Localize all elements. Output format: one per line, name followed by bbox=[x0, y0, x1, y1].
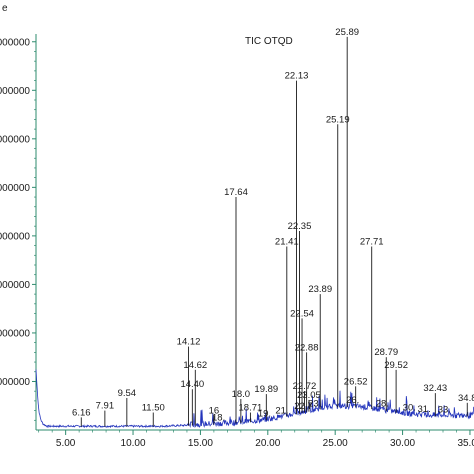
peak-label: 22.13 bbox=[285, 71, 309, 82]
y-tick-label: 10000000 bbox=[0, 328, 30, 339]
x-axis: 5.00 10.00 15.00 20.00 25.00 30.00 35.00 bbox=[36, 429, 474, 449]
peak-label: 14.12 bbox=[177, 337, 201, 348]
peak-label: 21.41 bbox=[275, 237, 299, 248]
peak-label: 19.89 bbox=[254, 384, 278, 395]
peak-labels: 6.16 7.919.54 11.50 14.12 14.62 14.40 16 17.64 1… bbox=[72, 27, 474, 424]
peak-label: 22.88 bbox=[295, 342, 319, 353]
peak-label: 18.71 bbox=[239, 403, 263, 414]
y-tick-label: 35000000 bbox=[0, 86, 30, 97]
clipped-peak-label: 33. bbox=[438, 405, 451, 416]
peak-label: 25.19 bbox=[326, 114, 350, 125]
y-tick-label: 20000000 bbox=[0, 231, 30, 242]
peak-label: 22.72 bbox=[293, 381, 317, 392]
peak-label: 25.89 bbox=[335, 27, 359, 38]
peak-label: 16 bbox=[209, 405, 220, 416]
peak-label: 11.50 bbox=[142, 403, 165, 414]
clipped-peak-label: 22.7 bbox=[294, 401, 313, 412]
peak-label: 7.91 bbox=[96, 401, 115, 412]
clipped-peak-label: 19. bbox=[258, 409, 271, 420]
peak-label: 22.35 bbox=[288, 221, 312, 232]
y-axis: 5000000 10000000 15000000 20000000 25000000 3… bbox=[0, 34, 37, 430]
peak-label: 32.43 bbox=[423, 383, 447, 394]
x-tick-label: 20.00 bbox=[255, 438, 280, 449]
clipped-peak-label: 30. bbox=[403, 403, 416, 414]
clipped-peak-label: 26. bbox=[346, 395, 359, 406]
peak-label: 6.16 bbox=[72, 407, 91, 418]
x-tick-label: 35.00 bbox=[457, 438, 474, 449]
tic-trace bbox=[35, 369, 474, 429]
peak-label: 9.54 bbox=[118, 388, 137, 399]
x-tick-label: 15.00 bbox=[188, 438, 213, 449]
clipped-peak-label: 28. bbox=[376, 399, 389, 410]
clipped-peak-label: 21. bbox=[275, 406, 288, 417]
chart-title: TIC OTQD bbox=[245, 36, 293, 47]
x-tick-label: 5.00 bbox=[56, 438, 76, 449]
peak-label: 23.05 bbox=[297, 390, 321, 401]
x-tick-label: 25.00 bbox=[323, 438, 348, 449]
peak-markers bbox=[80, 36, 468, 427]
peak-label: 22.54 bbox=[290, 308, 314, 319]
y-tick-label: 30000000 bbox=[0, 134, 30, 145]
peak-label: 18.0 bbox=[232, 389, 251, 400]
peak-label: 14.62 bbox=[183, 360, 207, 371]
x-tick-label: 30.00 bbox=[390, 438, 415, 449]
clipped-peak-label: 18. bbox=[212, 412, 225, 423]
y-tick-label: 25000000 bbox=[0, 183, 30, 194]
peak-label: 34.8 bbox=[458, 393, 474, 404]
peak-label: 28.79 bbox=[374, 347, 398, 358]
y-tick-label: 5000000 bbox=[0, 377, 30, 388]
y-tick-label: 40000000 bbox=[0, 37, 30, 48]
corner-label: e bbox=[2, 3, 8, 14]
y-tick-label: 15000000 bbox=[0, 280, 30, 291]
clipped-peak-label: 23. bbox=[308, 398, 321, 409]
peak-label: 14.40 bbox=[180, 379, 204, 390]
peak-label: 23.89 bbox=[308, 284, 332, 295]
peak-label: 26.52 bbox=[344, 376, 368, 387]
baseline-trace bbox=[35, 369, 474, 429]
peak-label: 27.71 bbox=[360, 237, 384, 248]
peak-label: 29.52 bbox=[384, 360, 408, 371]
peak-label: 17.64 bbox=[224, 187, 248, 198]
clipped-peak-label: 31. bbox=[418, 404, 431, 415]
x-tick-label: 10.00 bbox=[121, 438, 146, 449]
